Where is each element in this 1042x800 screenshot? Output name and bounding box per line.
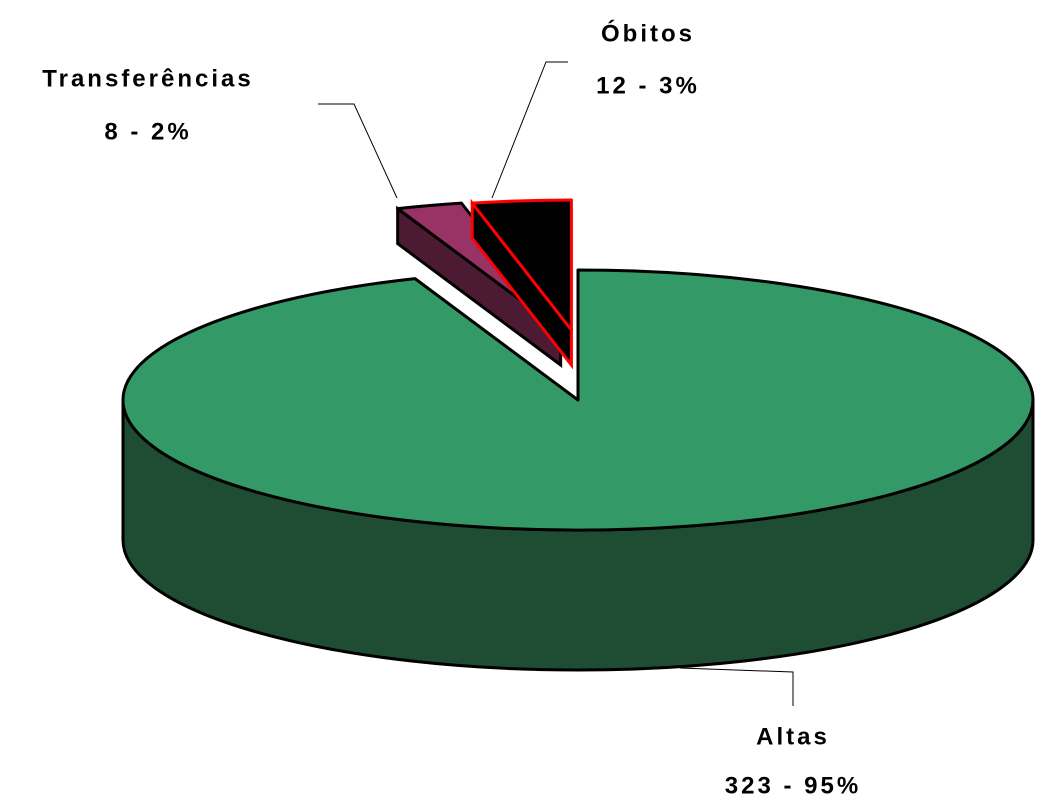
slice-label: Altas bbox=[756, 723, 830, 750]
slice bbox=[121, 268, 1035, 532]
slice-value-label: 12 - 3% bbox=[596, 72, 700, 99]
leader-line bbox=[491, 61, 568, 199]
slices bbox=[121, 198, 1035, 672]
slice-value-label: 323 - 95% bbox=[725, 772, 861, 799]
slice-value-label: 8 - 2% bbox=[104, 118, 191, 145]
slice bbox=[470, 198, 573, 332]
leader-line bbox=[318, 103, 398, 199]
slice-label: Transferências bbox=[42, 65, 253, 92]
slice-label: Óbitos bbox=[601, 19, 695, 47]
leader-line bbox=[679, 667, 794, 706]
